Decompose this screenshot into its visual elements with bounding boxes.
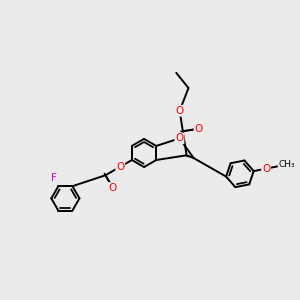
Text: CH₃: CH₃	[279, 160, 295, 169]
Text: O: O	[176, 106, 184, 116]
Text: O: O	[109, 183, 117, 193]
Text: O: O	[194, 124, 202, 134]
Text: O: O	[116, 162, 124, 172]
Text: O: O	[262, 164, 270, 174]
Text: F: F	[51, 173, 56, 183]
Text: O: O	[175, 134, 184, 143]
